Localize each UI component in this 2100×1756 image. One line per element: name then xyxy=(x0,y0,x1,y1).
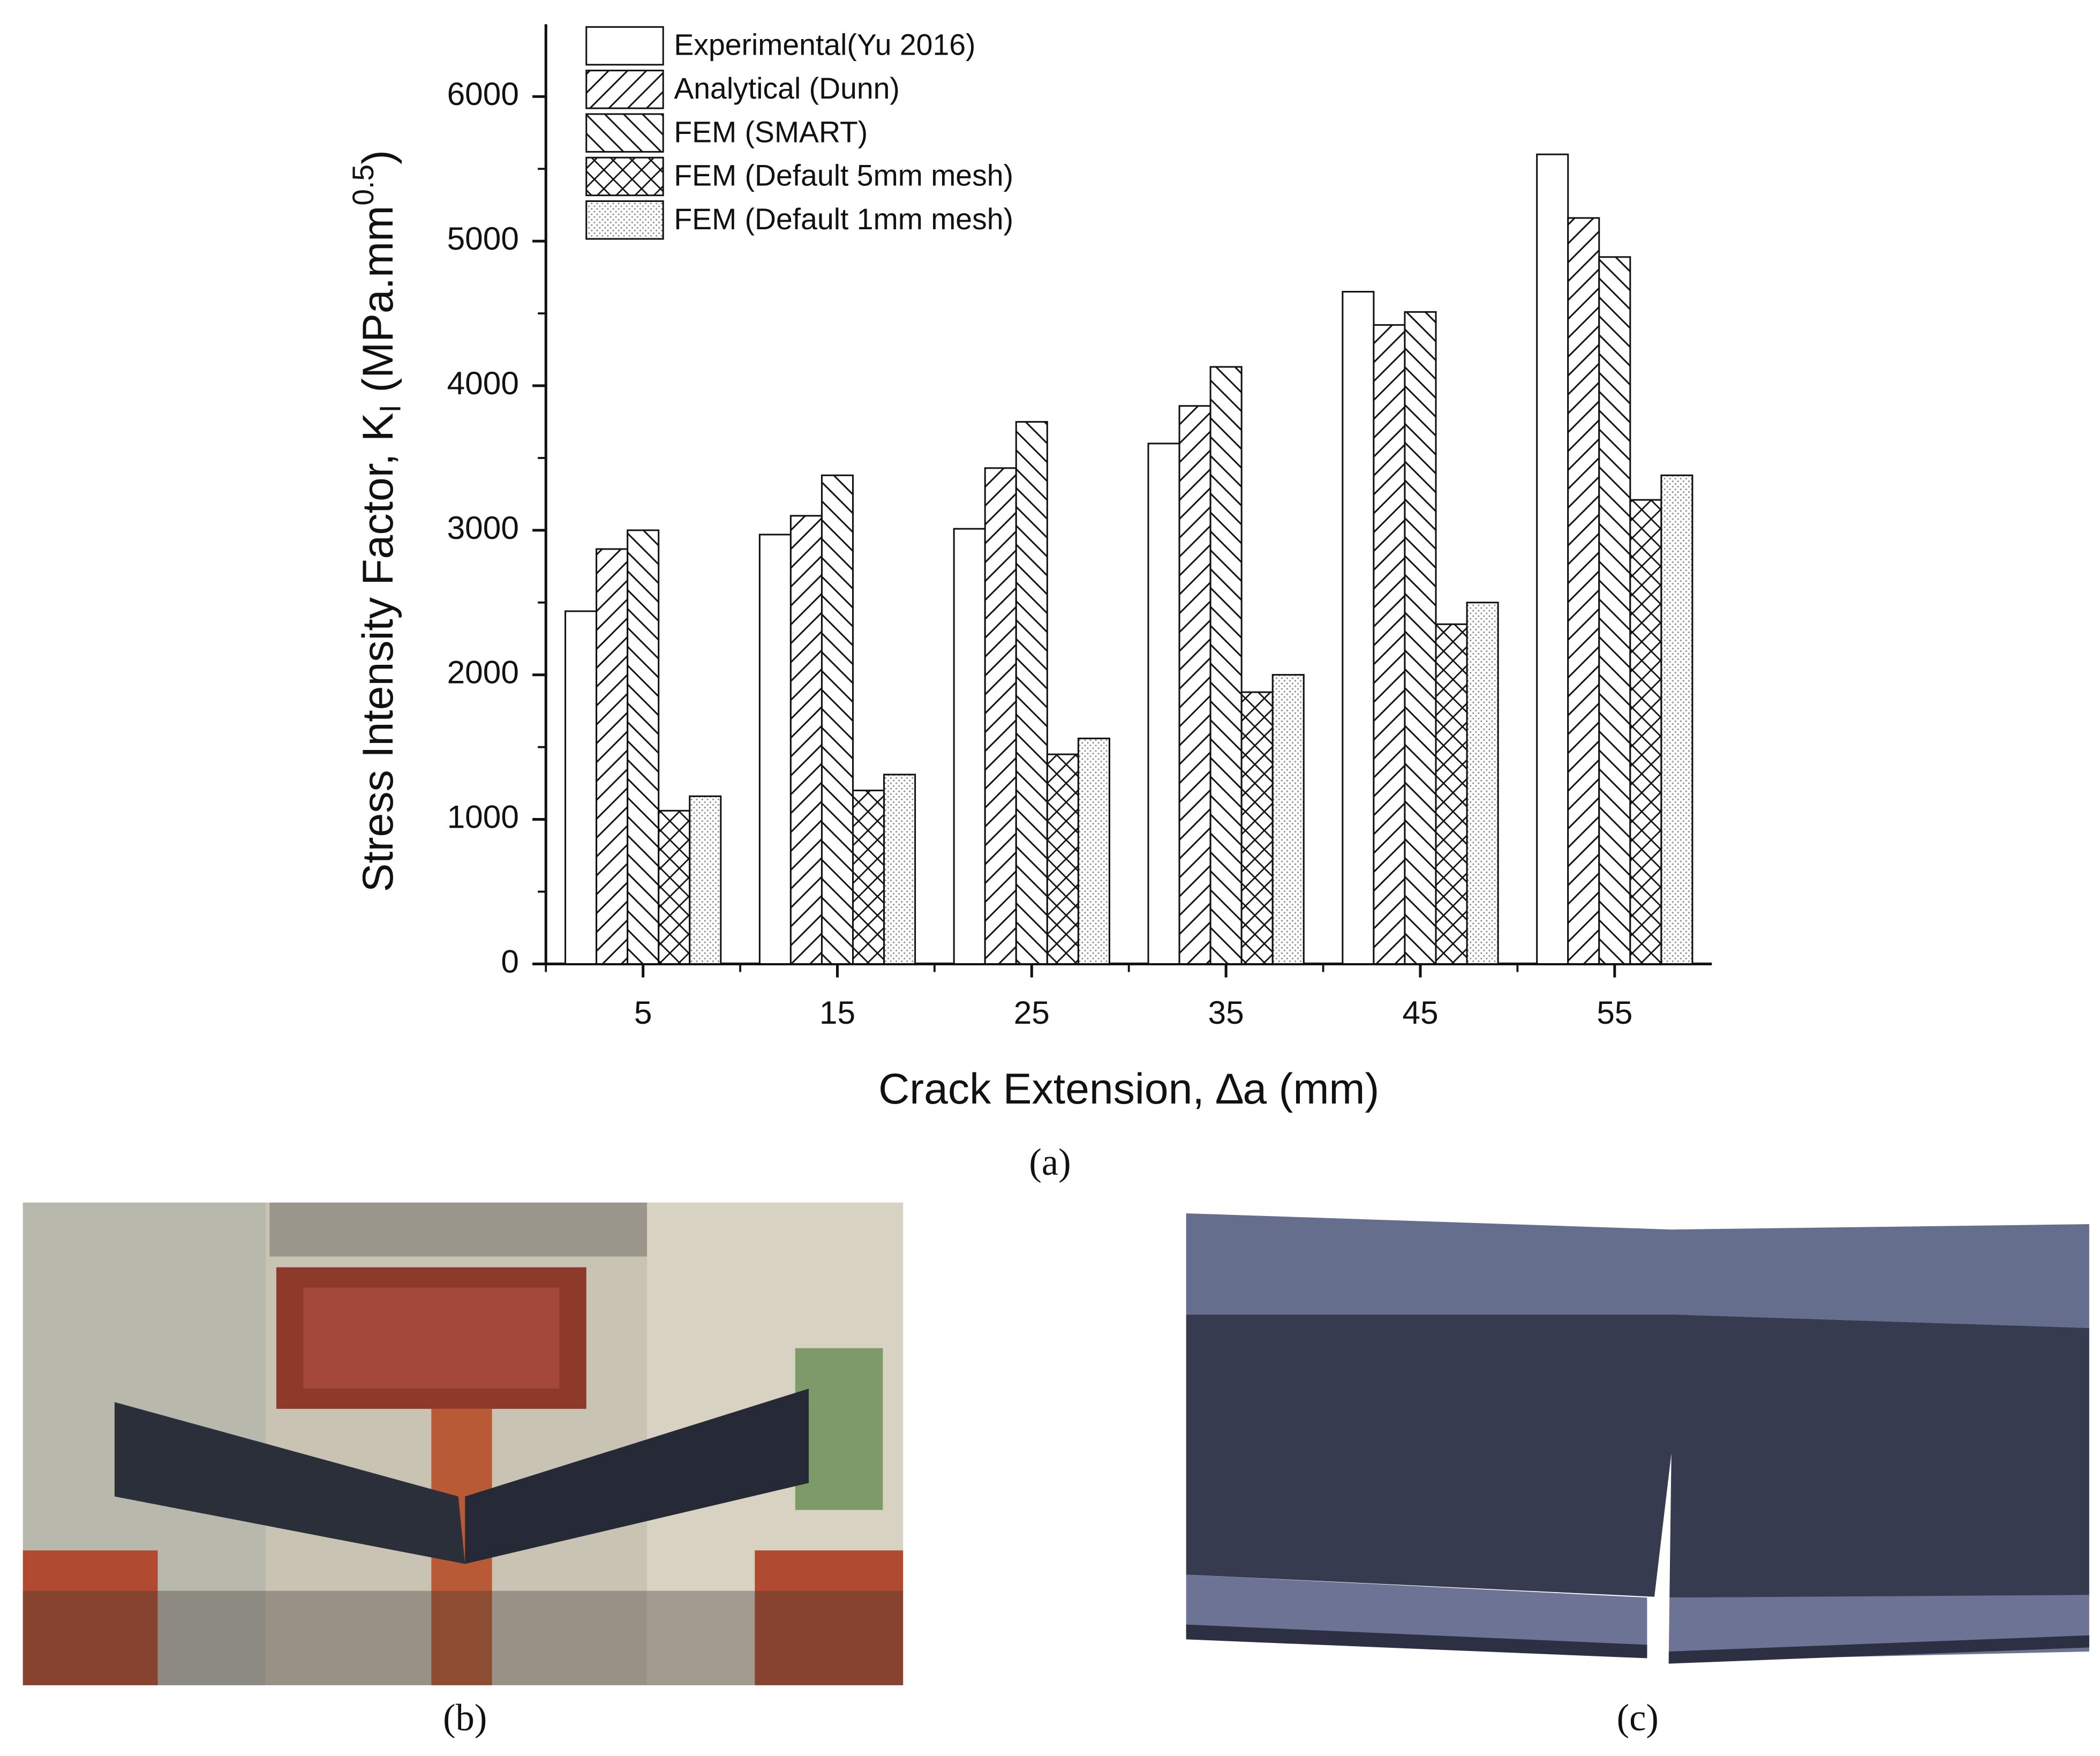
bar xyxy=(1629,499,1662,965)
bar xyxy=(852,790,885,965)
bar xyxy=(596,548,629,965)
bar xyxy=(758,534,792,965)
y-tick-label: 5000 xyxy=(447,220,519,257)
legend-swatch xyxy=(585,200,664,240)
y-axis-title-part: (MPa.mm xyxy=(354,206,402,404)
legend-swatch xyxy=(585,113,664,153)
bar xyxy=(1567,217,1600,965)
y-axis-title-part: I xyxy=(373,404,407,412)
bar xyxy=(1598,256,1631,965)
bar xyxy=(1373,324,1406,965)
chart: 0 1000 2000 3000 4000 5000 6000 5 15 25 35 45 55 Expe… xyxy=(347,24,1712,1113)
bar xyxy=(1466,602,1499,965)
y-tick-label: 4000 xyxy=(447,365,519,401)
bar xyxy=(789,515,823,965)
y-axis-title-part: 0.5 xyxy=(347,164,380,206)
bar xyxy=(1147,442,1180,965)
fem-crack-render xyxy=(1186,1213,2089,1664)
x-axis-title: Crack Extension, ∆a (mm) xyxy=(878,1065,1379,1113)
legend-swatch xyxy=(585,26,664,66)
legend-label: FEM (Default 1mm mesh) xyxy=(674,202,1013,236)
bar xyxy=(658,809,691,965)
legend-label: Experimental(Yu 2016) xyxy=(674,28,975,62)
y-tick-label: 2000 xyxy=(447,654,519,691)
panel-label: (b) xyxy=(443,1697,487,1739)
bar xyxy=(1178,405,1211,965)
bar xyxy=(1015,421,1048,965)
legend-swatch xyxy=(585,156,664,197)
x-tick-label: 55 xyxy=(1597,994,1632,1031)
y-tick-label: 1000 xyxy=(447,799,519,835)
legend-label: FEM (SMART) xyxy=(674,115,868,148)
bar xyxy=(564,610,598,965)
bar xyxy=(1404,311,1437,965)
panel-label: (c) xyxy=(1617,1697,1659,1739)
panel-label: (a) xyxy=(1029,1142,1071,1183)
y-axis-title-part: Stress Intensity Factor, K xyxy=(354,412,402,892)
bar xyxy=(627,529,660,965)
bar xyxy=(1077,737,1110,965)
legend-swatch xyxy=(585,70,664,109)
y-tick-label: 6000 xyxy=(447,76,519,112)
bar xyxy=(1046,753,1079,965)
bar xyxy=(984,467,1017,965)
y-tick-label: 3000 xyxy=(447,509,519,546)
legend-label: Analytical (Dunn) xyxy=(674,72,900,105)
y-axis-title-part: ) xyxy=(354,150,402,164)
legend-label: FEM (Default 5mm mesh) xyxy=(674,159,1013,192)
x-tick-label: 35 xyxy=(1208,994,1244,1031)
bar xyxy=(953,528,986,965)
x-tick-label: 5 xyxy=(634,994,652,1031)
x-tick-label: 15 xyxy=(819,994,855,1031)
bar xyxy=(1435,623,1468,965)
x-tick-label: 45 xyxy=(1402,994,1438,1031)
bar xyxy=(689,795,722,965)
bar xyxy=(1209,366,1243,965)
bar xyxy=(1271,674,1305,965)
x-tick-label: 25 xyxy=(1014,994,1050,1031)
bar xyxy=(1240,691,1274,965)
bar xyxy=(1536,153,1569,965)
bar xyxy=(883,774,916,965)
photo-test-rig xyxy=(22,1202,904,1685)
bar xyxy=(821,474,854,965)
y-axis-title: Stress Intensity Factor, KI (MPa.mm0.5) xyxy=(347,150,407,892)
bar xyxy=(1342,291,1375,965)
bar xyxy=(1660,474,1693,965)
y-tick-label: 0 xyxy=(501,943,519,979)
